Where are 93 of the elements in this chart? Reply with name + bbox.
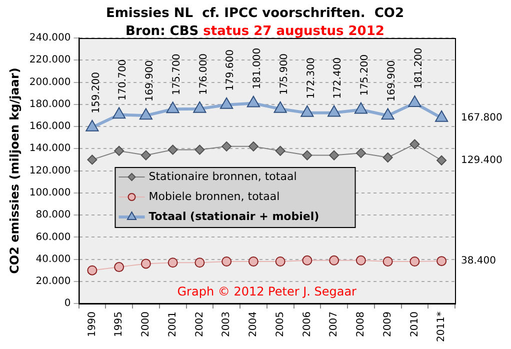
x-tick-label: 2011* bbox=[436, 312, 448, 342]
y-tick-label: 40.000 bbox=[36, 254, 71, 265]
data-label: 172.300 bbox=[306, 58, 317, 99]
point bbox=[275, 146, 286, 156]
x-tick-label: 2003 bbox=[221, 312, 232, 338]
point bbox=[114, 262, 124, 272]
data-label: 175.900 bbox=[278, 54, 290, 95]
x-tick-label: 2002 bbox=[194, 312, 206, 338]
point bbox=[328, 105, 341, 117]
point bbox=[112, 107, 126, 119]
data-label: 38.400 bbox=[461, 256, 496, 267]
y-tick-label: 140.000 bbox=[29, 143, 71, 154]
point bbox=[436, 256, 447, 266]
point bbox=[329, 255, 340, 266]
point bbox=[356, 148, 366, 158]
data-label: 175.700 bbox=[171, 54, 182, 96]
point bbox=[435, 110, 448, 122]
x-tick-label: 2009 bbox=[382, 312, 394, 338]
x-tick-label: 1995 bbox=[114, 312, 125, 338]
point bbox=[408, 96, 422, 108]
point bbox=[194, 258, 205, 268]
point bbox=[354, 102, 368, 114]
data-label: 159.200 bbox=[90, 72, 102, 114]
data-label: 181.000 bbox=[252, 48, 264, 90]
point bbox=[222, 256, 232, 267]
point bbox=[140, 258, 151, 269]
point bbox=[275, 256, 286, 267]
point bbox=[274, 101, 287, 113]
point bbox=[194, 144, 205, 155]
point bbox=[168, 144, 178, 155]
point bbox=[436, 155, 447, 166]
point bbox=[356, 255, 366, 266]
legend-label: Stationaire bronnen, totaal bbox=[148, 170, 297, 183]
point bbox=[193, 101, 206, 113]
point bbox=[410, 256, 420, 267]
x-tick-label: 2004 bbox=[248, 312, 260, 338]
point bbox=[382, 152, 393, 162]
legend-label: Totaal (stationair + mobiel) bbox=[148, 210, 320, 223]
point bbox=[222, 141, 232, 152]
data-label: 167.800 bbox=[461, 112, 502, 124]
point bbox=[300, 105, 314, 117]
y-tick-label: 20.000 bbox=[36, 276, 71, 288]
point bbox=[302, 150, 312, 160]
point bbox=[140, 150, 151, 160]
y-tick-label: 220.000 bbox=[29, 54, 71, 66]
point bbox=[220, 97, 234, 109]
x-tick-label: 2000 bbox=[140, 312, 152, 338]
point bbox=[114, 146, 124, 156]
point bbox=[248, 141, 258, 152]
data-label: 175.200 bbox=[360, 54, 371, 96]
y-axis-title: CO2 emissies (miljoen kg/jaar) bbox=[7, 68, 22, 274]
point bbox=[168, 258, 178, 268]
point bbox=[87, 265, 98, 276]
x-tick-label: 2010 bbox=[409, 312, 420, 338]
data-label: 172.400 bbox=[332, 57, 344, 99]
data-label: 169.900 bbox=[386, 60, 398, 102]
y-tick-label: 80.000 bbox=[36, 210, 71, 221]
data-label: 169.900 bbox=[144, 60, 156, 102]
x-tick-label: 2006 bbox=[302, 312, 313, 338]
point bbox=[382, 256, 393, 267]
annotation: Graph © 2012 Peter J. Segaar bbox=[177, 284, 357, 299]
x-tick-label: 2005 bbox=[274, 312, 286, 338]
point bbox=[87, 154, 98, 165]
point bbox=[86, 120, 99, 132]
point bbox=[381, 108, 394, 120]
point bbox=[139, 108, 152, 120]
legend-label: Mobiele bronnen, totaal bbox=[148, 190, 280, 203]
data-label: 170.700 bbox=[118, 59, 129, 101]
point bbox=[410, 139, 420, 150]
chart-subtitle: Bron: CBS bbox=[126, 24, 199, 39]
y-tick-label: 60.000 bbox=[36, 232, 71, 243]
data-label: 179.600 bbox=[225, 49, 236, 91]
y-tick-label: 240.000 bbox=[29, 32, 71, 44]
point bbox=[246, 96, 260, 108]
annotation: status 27 augustus 2012 bbox=[203, 24, 384, 39]
x-tick-label: 2007 bbox=[328, 312, 340, 338]
y-tick-label: 0 bbox=[64, 298, 71, 310]
data-label: 176.000 bbox=[198, 53, 210, 95]
chart-title: Emissies NL cf. IPCC voorschriften. CO2 bbox=[106, 6, 404, 21]
y-tick-label: 180.000 bbox=[29, 98, 71, 110]
point bbox=[302, 255, 312, 266]
y-tick-label: 120.000 bbox=[29, 165, 71, 176]
point bbox=[166, 102, 180, 114]
point bbox=[329, 150, 340, 160]
y-tick-label: 160.000 bbox=[29, 121, 71, 132]
data-label: 181.200 bbox=[413, 48, 424, 90]
y-tick-label: 200.000 bbox=[29, 76, 71, 88]
x-tick-label: 1990 bbox=[86, 312, 98, 338]
x-tick-label: 2001 bbox=[167, 312, 178, 338]
x-tick-label: 2008 bbox=[356, 312, 367, 338]
data-label: 129.400 bbox=[461, 154, 502, 166]
y-tick-label: 100.000 bbox=[29, 188, 71, 198]
point bbox=[248, 256, 258, 267]
